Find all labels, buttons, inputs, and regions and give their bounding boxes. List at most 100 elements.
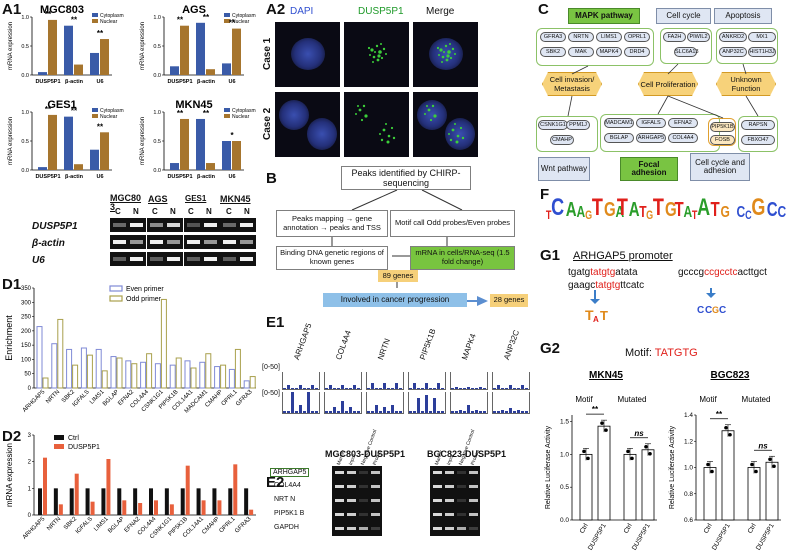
c-gene-chip: SBK2 bbox=[540, 47, 566, 57]
d2-y-tick: 1 bbox=[28, 486, 32, 492]
e2-band bbox=[445, 471, 454, 474]
e1-signal-input bbox=[455, 387, 458, 389]
d1-legend-odd: Odd primer bbox=[126, 296, 162, 303]
fish-signal-dot bbox=[439, 48, 443, 52]
e1-signal-input bbox=[287, 385, 290, 389]
c-cellcycle-label: Cell cycle bbox=[656, 8, 711, 24]
e1-signal-probe bbox=[325, 411, 328, 413]
fish-signal-dot bbox=[387, 134, 391, 138]
g2-point bbox=[644, 444, 648, 449]
gel-band bbox=[130, 223, 143, 227]
c-gene-chip: FA2H bbox=[663, 32, 686, 42]
e2-band bbox=[347, 527, 356, 530]
d1-bar-odd bbox=[190, 367, 197, 389]
g2-chart-title: MKN45 bbox=[589, 370, 623, 381]
e1-signal-probe bbox=[451, 411, 454, 413]
e2-band bbox=[371, 485, 380, 488]
c-arrow-line bbox=[567, 95, 573, 117]
e1-signal-input bbox=[299, 385, 302, 389]
d1-bar-even bbox=[66, 348, 73, 389]
micrograph-case1-merge bbox=[413, 22, 478, 87]
d1-bar-even bbox=[214, 366, 221, 389]
c-ap-box bbox=[716, 28, 778, 64]
fish-signal-dot bbox=[448, 133, 450, 135]
gel-lane-c: C bbox=[152, 207, 158, 216]
d2-bar-ctrl bbox=[101, 488, 106, 515]
e1-signal-input bbox=[315, 387, 318, 389]
e1-signal-probe bbox=[295, 411, 298, 413]
g2-group-motif: Motif bbox=[575, 395, 593, 404]
fish-signal-dot bbox=[392, 136, 396, 140]
e1-signal-probe bbox=[413, 411, 416, 413]
fish-signal-dot bbox=[449, 56, 453, 60]
e1-signal-probe bbox=[487, 411, 488, 413]
panel-label-d2: D2 bbox=[2, 428, 22, 445]
a1-bar-cytoplasm bbox=[196, 22, 205, 75]
e1-signal-probe bbox=[341, 401, 344, 413]
f-logo: CCGCCTC bbox=[735, 194, 786, 234]
e1-signal-input bbox=[399, 387, 402, 389]
d1-bar-odd bbox=[116, 357, 123, 389]
g2-group-mutated: Mutated bbox=[742, 395, 771, 404]
a1-legend-swatch-nuclear bbox=[92, 114, 98, 118]
a1-legend-swatch-cytoplasm bbox=[92, 13, 98, 17]
f-logo-letter: G bbox=[720, 204, 730, 221]
gel-row-u6: U6 bbox=[32, 255, 45, 266]
g2-point bbox=[648, 451, 652, 456]
d2-legend-swatch-ctrl bbox=[54, 435, 64, 440]
e1-gene-label: ARHGAP5 bbox=[292, 322, 314, 362]
d1-bar-even bbox=[199, 361, 206, 389]
a1-bar-nuclear bbox=[74, 64, 83, 75]
d1-y-tick: 150 bbox=[21, 343, 32, 349]
e1-signal-input bbox=[421, 387, 424, 389]
c-gene-chip: PIP5K1B bbox=[710, 122, 735, 132]
e1-signal-probe bbox=[283, 411, 286, 413]
g1-seq3-motif: ccgcctc bbox=[704, 267, 738, 278]
gel-band bbox=[187, 223, 200, 227]
e1-signal-input bbox=[371, 383, 374, 389]
gel-lane-n: N bbox=[206, 207, 212, 216]
c-gene-chip: MADCAM1 bbox=[604, 118, 634, 128]
g2-point bbox=[604, 428, 608, 432]
fish-signal-dot bbox=[390, 126, 394, 130]
a1-legend-nuclear: Nuclear bbox=[100, 19, 118, 25]
a1-bar-nuclear bbox=[100, 132, 109, 170]
g2-y-tick: 0.6 bbox=[684, 517, 693, 524]
fish-signal-dot bbox=[451, 128, 455, 132]
g1-seq2: gaagctatgtgttcatc bbox=[568, 280, 644, 291]
e1-signal-probe bbox=[433, 397, 436, 413]
e1-signal-input bbox=[295, 387, 298, 389]
e1-signal-input bbox=[307, 387, 310, 389]
svg-text:C: C bbox=[705, 305, 712, 316]
a1-significance: ** bbox=[203, 109, 210, 118]
e1-signal-probe bbox=[479, 411, 482, 413]
gel-cell-ags: AGS bbox=[148, 194, 168, 204]
a1-bar-nuclear bbox=[48, 19, 57, 75]
gel-band bbox=[240, 223, 253, 227]
d1-bar-odd bbox=[249, 376, 256, 389]
g2-x-tick: DUSP5P1 bbox=[755, 522, 776, 551]
gel-lane-c: C bbox=[188, 207, 194, 216]
e1-signal-probe bbox=[425, 395, 428, 413]
a1-x-tick: DUSP5P1 bbox=[167, 79, 192, 85]
e1-signal-probe bbox=[291, 392, 294, 413]
e1-signal-probe bbox=[445, 411, 446, 413]
panel-label-e2: E2 bbox=[266, 474, 285, 491]
e1-signal-input bbox=[283, 387, 286, 389]
svg-text:C: C bbox=[697, 305, 704, 316]
e1-signal-probe bbox=[361, 411, 362, 413]
g2-x-tick: DUSP5P1 bbox=[631, 522, 652, 551]
e1-signal-probe bbox=[441, 411, 444, 413]
f-logo-letter: T bbox=[616, 194, 628, 221]
a1-legend-swatch-nuclear bbox=[224, 19, 230, 23]
a1-x-tick: DUSP5P1 bbox=[167, 174, 192, 180]
a1-y-tick: 1.0 bbox=[21, 15, 29, 21]
d2-bar-ctrl bbox=[180, 488, 185, 515]
d2-bar-ctrl bbox=[149, 488, 153, 515]
gel-lane-block bbox=[220, 252, 256, 266]
g2-y-label: Relative Luciferase Activity bbox=[669, 425, 676, 509]
g2-group-motif: Motif bbox=[699, 395, 717, 404]
gel-lane-block bbox=[184, 252, 220, 266]
e2-gel-panel: ARHGAP5 COL4A4 NRT N PIP5K1 B GAPDH Marker Inp… bbox=[262, 429, 532, 559]
e1-signal-input bbox=[395, 383, 398, 389]
